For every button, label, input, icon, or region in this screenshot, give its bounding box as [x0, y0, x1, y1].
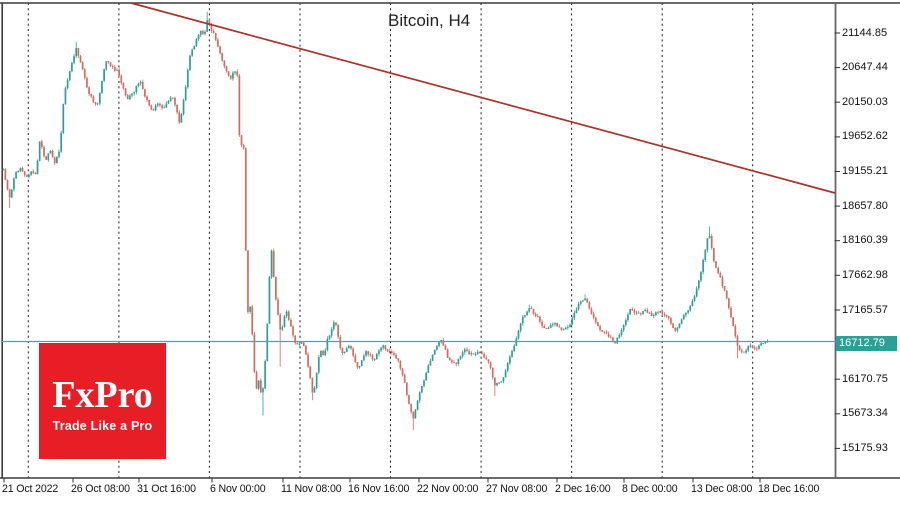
x-axis-time-label: 27 Nov 08:00 — [486, 483, 548, 495]
x-axis-time-label: 6 Nov 00:00 — [210, 483, 266, 495]
x-axis-time-label: 21 Oct 2022 — [2, 483, 59, 495]
x-axis-time-label: 13 Dec 08:00 — [691, 483, 753, 495]
x-axis-time-label: 31 Oct 16:00 — [137, 483, 196, 495]
axis-tick-marks — [3, 32, 840, 483]
y-axis-price-label: 21144.85 — [842, 26, 888, 39]
x-axis-time-label: 22 Nov 00:00 — [417, 483, 479, 495]
chart-title: Bitcoin, H4 — [388, 11, 471, 30]
current-price-badge: 16712.79 — [836, 336, 897, 351]
x-axis-time-label: 8 Dec 00:00 — [622, 483, 678, 495]
y-axis-price-label: 19652.62 — [842, 130, 888, 143]
x-axis-time-label: 16 Nov 16:00 — [348, 483, 410, 495]
y-axis-price-label: 15175.93 — [842, 441, 888, 454]
x-axis-time-label: 26 Oct 08:00 — [71, 483, 130, 495]
y-axis-price-label: 20647.44 — [842, 61, 888, 74]
candlesticks — [2, 11, 769, 431]
y-axis-price-label: 17662.98 — [842, 268, 888, 281]
y-axis-price-label: 19155.21 — [842, 165, 888, 177]
y-axis-price-label: 15673.34 — [842, 407, 888, 420]
x-axis-time-label: 18 Dec 16:00 — [758, 483, 820, 495]
x-axis-time-label: 11 Nov 08:00 — [281, 483, 342, 495]
descending-trendline[interactable] — [130, 2, 836, 194]
y-axis-price-label: 18160.39 — [842, 234, 888, 247]
x-axis-time-label: 2 Dec 16:00 — [555, 483, 611, 495]
broker-logo-name: FxPro — [52, 373, 153, 416]
y-axis-price-label: 20150.03 — [842, 95, 888, 108]
y-axis-price-label: 16170.75 — [842, 372, 888, 385]
broker-logo: FxPro Trade Like a Pro — [39, 343, 166, 459]
y-axis-price-label: 18657.80 — [842, 199, 888, 212]
broker-logo-tagline: Trade Like a Pro — [52, 418, 153, 433]
y-axis-price-label: 17165.57 — [842, 303, 888, 316]
